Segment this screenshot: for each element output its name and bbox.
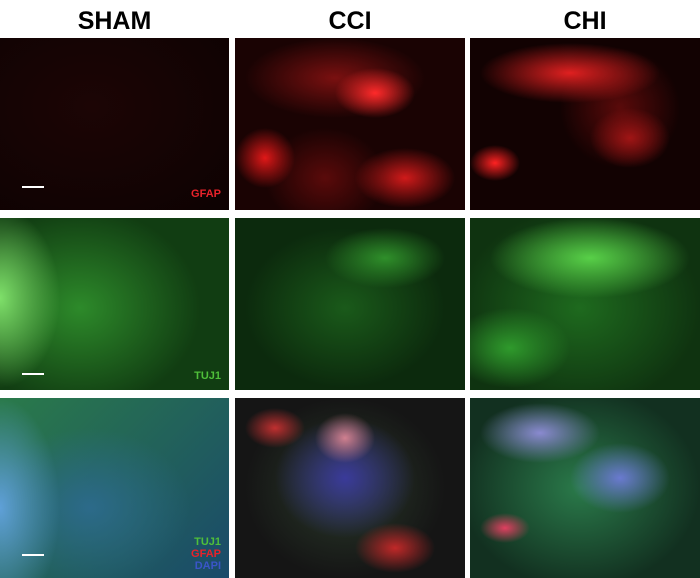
scale-bar: [22, 186, 44, 188]
scale-bar: [22, 554, 44, 556]
dapi-label: DAPI: [194, 560, 221, 572]
column-header-cci: CCI: [328, 7, 372, 35]
sham-gfap-image: GFAP: [0, 38, 229, 210]
cci-gfap-image: [235, 38, 465, 210]
tuj1-label: TUJ1: [194, 370, 221, 382]
gfap-label: GFAP: [191, 188, 221, 200]
tuj1-label: TUJ1: [194, 536, 221, 548]
sham-merge-image: TUJ1 GFAP DAPI: [0, 398, 229, 578]
column-header-chi: CHI: [563, 7, 607, 35]
merge-legend: TUJ1 GFAP DAPI: [191, 536, 221, 572]
chi-tuj1-image: [470, 218, 700, 390]
chi-gfap-image: [470, 38, 700, 210]
chi-merge-image: [470, 398, 700, 578]
column-header-sham: SHAM: [77, 7, 152, 35]
sham-tuj1-image: TUJ1: [0, 218, 229, 390]
cci-tuj1-image: [235, 218, 465, 390]
scale-bar: [22, 373, 44, 375]
cci-merge-image: [235, 398, 465, 578]
gfap-label: GFAP: [191, 548, 221, 560]
